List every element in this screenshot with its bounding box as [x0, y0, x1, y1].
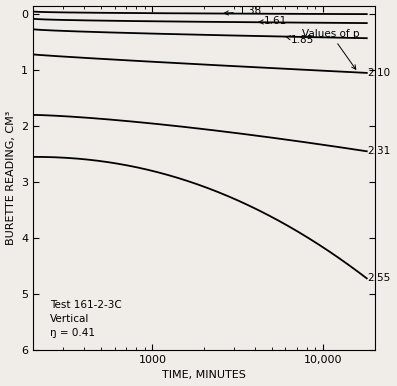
Text: 1.38: 1.38: [224, 6, 262, 16]
Text: 1.85: 1.85: [286, 36, 314, 46]
Text: Test 161-2-3C
Vertical
ŋ = 0.41: Test 161-2-3C Vertical ŋ = 0.41: [50, 300, 121, 338]
Y-axis label: BURETTE READING, CM³: BURETTE READING, CM³: [6, 111, 15, 245]
X-axis label: TIME, MINUTES: TIME, MINUTES: [162, 371, 246, 381]
Text: 2.10: 2.10: [368, 68, 391, 78]
Text: Values of p: Values of p: [302, 29, 359, 69]
Text: 2.31: 2.31: [368, 146, 391, 156]
Text: 2.55: 2.55: [368, 273, 391, 283]
Text: 1.61: 1.61: [258, 16, 287, 26]
